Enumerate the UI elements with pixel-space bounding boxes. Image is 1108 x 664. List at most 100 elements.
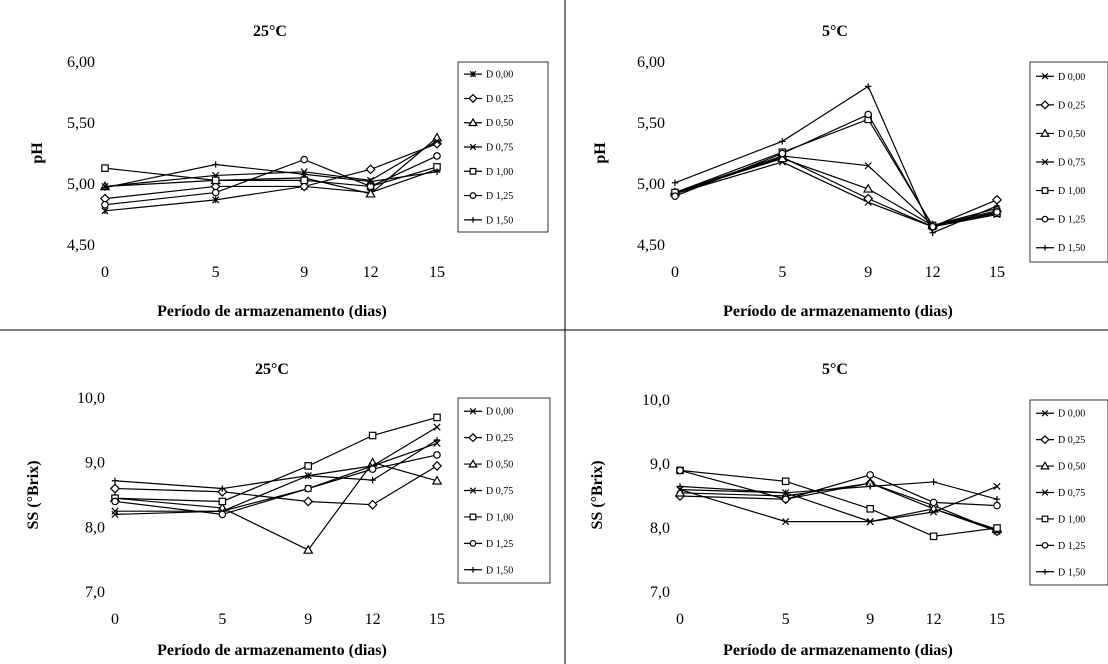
y-tick-label: 4,50 bbox=[637, 237, 665, 254]
data-point bbox=[676, 483, 684, 490]
legend-marker bbox=[469, 192, 477, 199]
legend-label: D 0,00 bbox=[1058, 409, 1085, 420]
data-point bbox=[212, 161, 219, 168]
data-point bbox=[101, 207, 109, 215]
series-line bbox=[114, 465, 438, 506]
legend-label: D 0,75 bbox=[1058, 158, 1085, 169]
data-point bbox=[431, 460, 443, 471]
legend-marker bbox=[469, 487, 477, 494]
data-point bbox=[431, 475, 443, 485]
x-tick-label: 5 bbox=[212, 264, 220, 281]
data-point bbox=[676, 466, 684, 475]
data-point bbox=[218, 510, 227, 519]
data-point bbox=[368, 431, 377, 440]
legend-marker bbox=[468, 117, 478, 127]
y-tick-label: 10,0 bbox=[642, 392, 670, 409]
chart-title: 5°C bbox=[822, 23, 848, 40]
data-point bbox=[211, 188, 220, 197]
legend-marker bbox=[469, 143, 477, 151]
data-point bbox=[993, 524, 1001, 532]
legend-marker bbox=[1040, 461, 1050, 470]
legend-label: D 0,75 bbox=[486, 486, 513, 497]
data-point bbox=[300, 155, 309, 164]
series-line bbox=[115, 442, 438, 512]
legend-label: D 1,25 bbox=[1058, 541, 1085, 552]
legend-label: D 1,50 bbox=[1058, 243, 1085, 254]
data-point bbox=[864, 162, 872, 170]
legend-label: D 0,00 bbox=[1058, 72, 1085, 83]
y-tick-label: 4,50 bbox=[67, 237, 95, 254]
data-point bbox=[779, 138, 786, 145]
legend-marker bbox=[470, 566, 476, 573]
data-point bbox=[212, 196, 220, 204]
series-line bbox=[674, 155, 998, 227]
series-line bbox=[674, 157, 998, 227]
data-point bbox=[101, 200, 109, 209]
series-line bbox=[114, 461, 438, 551]
data-point bbox=[993, 496, 1001, 503]
data-point bbox=[365, 188, 376, 198]
x-tick-label: 15 bbox=[989, 611, 1005, 628]
data-point bbox=[217, 486, 228, 497]
series-line bbox=[104, 137, 438, 195]
legend-marker bbox=[1041, 489, 1049, 496]
x-tick-label: 0 bbox=[101, 264, 109, 281]
data-point bbox=[929, 498, 938, 507]
legend-label: D 0,25 bbox=[1058, 100, 1085, 111]
data-point bbox=[302, 544, 314, 554]
data-point bbox=[303, 496, 314, 507]
data-point bbox=[866, 517, 874, 526]
x-tick-label: 9 bbox=[304, 611, 312, 628]
legend-label: D 1,00 bbox=[1058, 514, 1085, 525]
data-point bbox=[865, 83, 872, 90]
chart-title: 5°C bbox=[822, 361, 848, 378]
legend-label: D 0,25 bbox=[1058, 435, 1085, 446]
data-point bbox=[433, 413, 441, 422]
y-tick-label: 5,50 bbox=[637, 115, 665, 132]
legend-marker bbox=[1040, 100, 1050, 110]
x-axis-label: Período de armazenamento (dias) bbox=[157, 303, 387, 320]
data-point bbox=[863, 193, 874, 204]
legend-marker bbox=[1041, 515, 1049, 523]
x-tick-label: 0 bbox=[676, 611, 684, 628]
data-point bbox=[301, 171, 308, 178]
x-tick-label: 0 bbox=[671, 264, 679, 281]
x-tick-label: 15 bbox=[989, 264, 1005, 281]
data-point bbox=[782, 517, 790, 526]
legend-marker bbox=[1040, 128, 1050, 137]
legend-marker bbox=[469, 539, 477, 547]
x-tick-label: 15 bbox=[429, 611, 445, 628]
chart-panel-ph-25c: 25°C pH Período de armazenamento (dias) … bbox=[29, 23, 549, 320]
data-point bbox=[929, 508, 938, 516]
series-line bbox=[674, 156, 998, 228]
data-point bbox=[109, 483, 121, 494]
series-line bbox=[674, 118, 998, 227]
data-point bbox=[867, 483, 874, 490]
chart-title: 25°C bbox=[253, 23, 287, 40]
data-point bbox=[299, 181, 310, 192]
y-tick-label: 8,0 bbox=[85, 519, 105, 536]
x-tick-label: 9 bbox=[866, 611, 874, 628]
y-tick-label: 8,0 bbox=[650, 520, 670, 537]
data-point bbox=[929, 532, 938, 541]
data-point bbox=[111, 507, 119, 515]
y-tick-label: 10,0 bbox=[77, 390, 105, 407]
data-point bbox=[300, 176, 309, 185]
legend-label: D 0,50 bbox=[1058, 462, 1085, 473]
data-point bbox=[866, 505, 875, 513]
data-point bbox=[368, 465, 377, 473]
legend-label: D 1,25 bbox=[486, 191, 513, 202]
y-axis-label: pH bbox=[592, 142, 609, 164]
data-point bbox=[781, 477, 790, 486]
y-tick-label: 6,00 bbox=[67, 54, 95, 71]
y-tick-label: 7,0 bbox=[85, 584, 105, 601]
chart-panel-ss-25c: 25°C SS (°Brix) Período de armazenamento… bbox=[25, 361, 551, 659]
x-tick-label: 5 bbox=[218, 611, 226, 628]
legend-marker bbox=[469, 407, 477, 415]
y-axis-label: pH bbox=[29, 142, 46, 164]
legend-label: D 0,25 bbox=[486, 94, 513, 105]
legend-marker bbox=[1042, 568, 1048, 575]
y-axis-label: SS (°Brix) bbox=[25, 460, 42, 529]
data-point bbox=[304, 484, 313, 493]
legend-label: D 0,75 bbox=[486, 143, 513, 154]
